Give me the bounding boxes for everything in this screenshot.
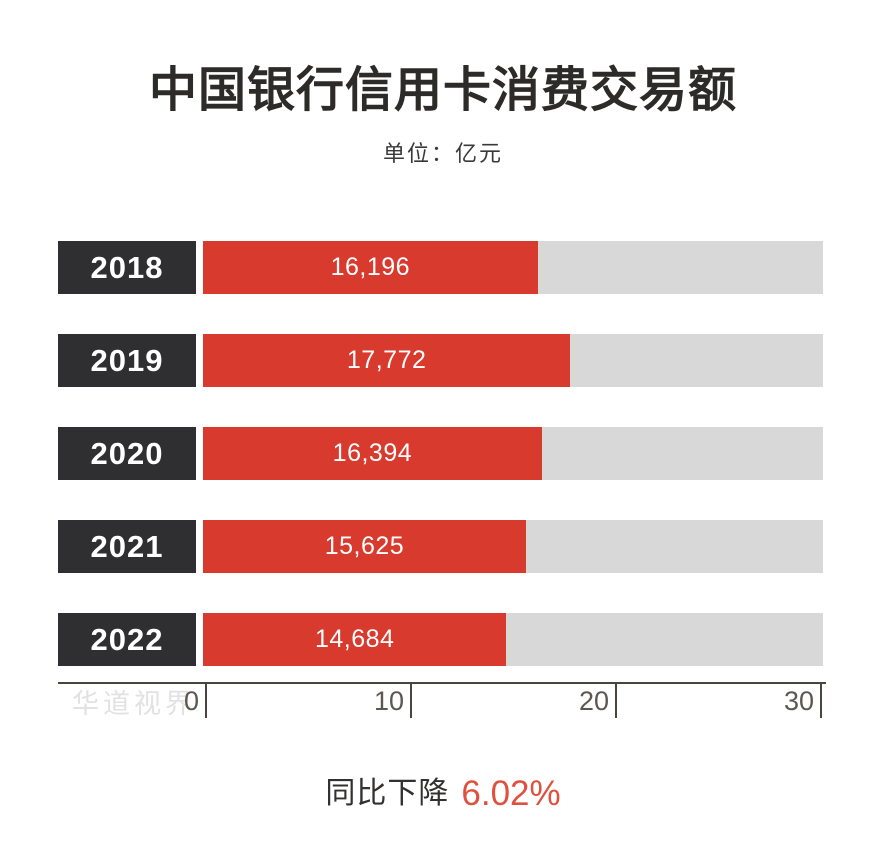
yoy-change-note: 同比下降 6.02% [0,768,886,814]
bar-row: 2019 17,772 [0,334,886,387]
bar-fill: 15,625 [203,520,526,573]
axis-tick-label: 30 [783,686,814,716]
bar-fill: 16,394 [203,427,542,480]
axis-tick-label: 10 [373,686,404,716]
bar-fill: 14,684 [203,613,507,666]
bar-value-label: 17,772 [346,346,427,374]
yoy-note-percentage: 6.02% [461,774,561,813]
year-label: 2018 [58,241,196,294]
yoy-note-label: 同比下降 [325,777,450,810]
chart-title: 中国银行信用卡消费交易额 [148,64,737,117]
axis-tick [820,684,822,718]
axis-tick [410,684,412,718]
bar-value-label: 16,196 [330,253,411,281]
bar-track: 17,772 [203,334,823,387]
year-label: 2020 [58,427,196,480]
bar-row: 2021 15,625 [0,520,886,573]
bar-track: 15,625 [203,520,823,573]
bar-value-label: 16,394 [332,439,413,467]
axis-tick [205,684,207,718]
bar-fill: 17,772 [203,334,571,387]
axis-tick [615,684,617,718]
bar-row: 2020 16,394 [0,427,886,480]
bar-value-label: 14,684 [315,625,395,653]
bar-track: 14,684 [203,613,823,666]
year-label: 2021 [58,520,196,573]
year-label: 2022 [58,613,196,666]
bar-value-label: 15,625 [324,532,405,560]
axis-tick-label: 20 [578,686,609,716]
chart-unit-subtitle: 单位：亿元 [382,141,503,166]
bar-fill: 16,196 [203,241,538,294]
bar-row: 2018 16,196 [0,241,886,294]
bar-track: 16,394 [203,427,823,480]
bar-chart: 2018 16,196 2019 17,772 2020 16,394 2021 15,625… [0,241,886,706]
bar-track: 16,196 [203,241,823,294]
year-label: 2019 [58,334,196,387]
watermark: 华道视界 [72,689,196,719]
bar-row: 2022 14,684 [0,613,886,666]
x-axis: 0 10 20 30 [58,682,826,720]
axis-tick-label: 0 [183,686,199,716]
